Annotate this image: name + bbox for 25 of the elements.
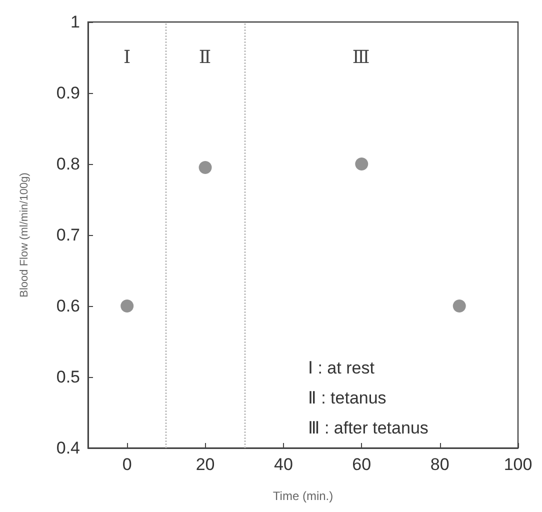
point (355, 158, 368, 170)
point (452, 300, 466, 312)
point (120, 300, 134, 312)
y-tick-label: 0.8 (56, 154, 80, 174)
y-tick-label: 0.5 (56, 368, 80, 386)
point (198, 161, 212, 174)
y-tick-label: 0.9 (56, 84, 80, 102)
x-tick-label: 20 (196, 455, 215, 474)
annotation: Ⅰ (123, 47, 131, 67)
y-tick-label: 0.6 (56, 296, 80, 316)
y-tick-label: 0.7 (56, 226, 80, 244)
annotation: Ⅱ : tetanus (308, 388, 386, 408)
x-tick-label: 100 (504, 455, 532, 474)
annotation: Ⅲ : after tetanus (308, 418, 428, 438)
x-tick-label: 80 (430, 455, 450, 474)
annotation: Ⅱ (198, 47, 212, 67)
y-axis-title: Blood Flow (ml/min/100g) (18, 172, 30, 298)
y-tick-label: 0.4 (56, 438, 80, 458)
annotation: Ⅲ (352, 47, 370, 67)
y-tick-label: 1 (70, 12, 80, 32)
x-tick-label: 60 (352, 455, 372, 474)
x-axis-title: Time (min.) (272, 489, 334, 503)
x-tick-label: 40 (274, 455, 293, 474)
x-tick-label: 0 (122, 455, 132, 474)
annotation: Ⅰ : at rest (308, 358, 375, 378)
